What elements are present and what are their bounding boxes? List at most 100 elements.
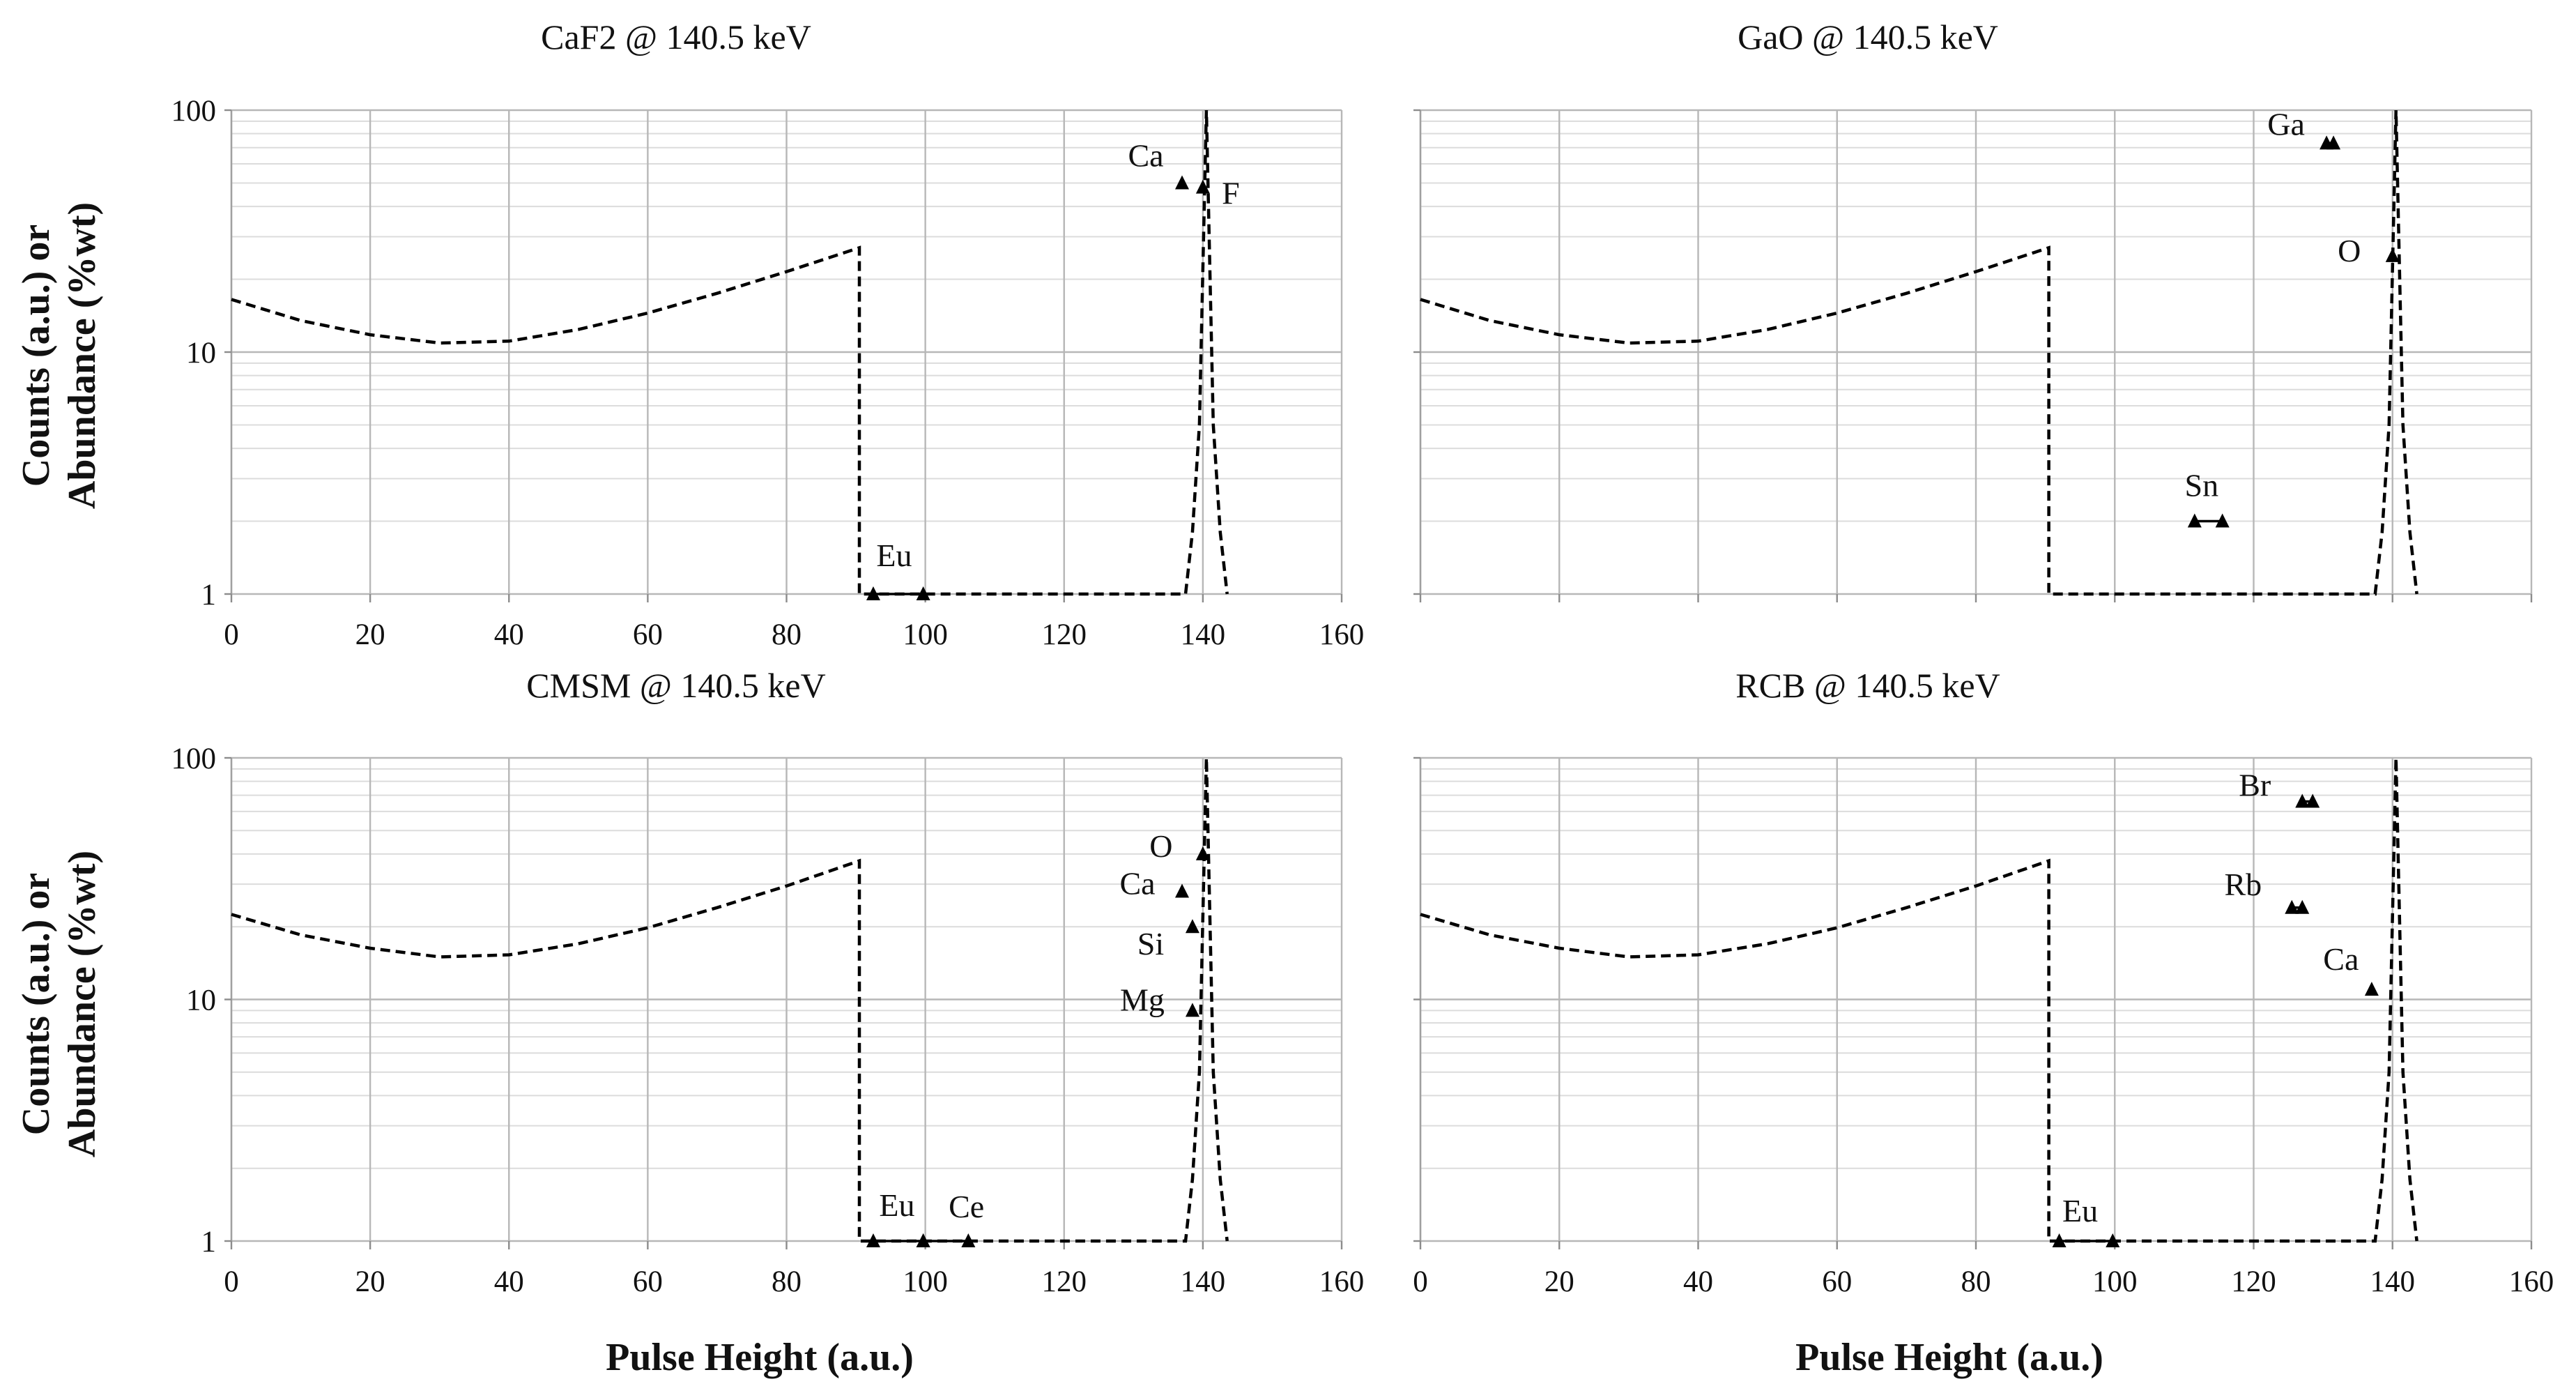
element-marker-o: O — [2338, 233, 2400, 268]
element-label: Eu — [2062, 1193, 2098, 1228]
x-tick-label: 60 — [633, 618, 663, 651]
element-triangle — [866, 1233, 880, 1247]
pulse-height-curve — [1420, 757, 2418, 1243]
x-tick-label: 140 — [1181, 618, 1226, 651]
element-label: Ca — [1128, 137, 1163, 173]
panel-title: RCB @ 140.5 keV — [1735, 666, 2000, 705]
element-marker-ce: Ce — [916, 1189, 984, 1247]
element-marker-o: O — [1149, 828, 1210, 864]
x-tick-label: 0 — [224, 1265, 239, 1298]
x-tick-label: 20 — [355, 618, 385, 651]
x-tick-label: 100 — [903, 1265, 948, 1298]
y-axis-title-bottom: Counts (a.u.) or Abundance (%wt) — [15, 851, 104, 1157]
element-marker-br: Br — [2239, 768, 2320, 808]
element-label: Ce — [949, 1189, 984, 1224]
plot-area: 0 20 40 60 80 100 120 140 160 1 10 100 OCa Si Mg Eu Ce — [171, 743, 1365, 1298]
element-marker-sn: Sn — [2185, 468, 2230, 528]
element-marker-mg: Mg — [1120, 982, 1199, 1017]
panel-rcb: RCB @ 140.5 keV 0 20 40 60 80 100 120 140 160 Br R… — [1413, 666, 2554, 1298]
element-triangle — [916, 1233, 930, 1247]
x-tick-label: 40 — [494, 618, 524, 651]
panel-gao: GaO @ 140.5 keV Ga O Sn — [1413, 17, 2533, 602]
x-tick-label: 120 — [2231, 1265, 2276, 1298]
x-tick-label: 0 — [1413, 1265, 1428, 1298]
element-triangle — [2295, 793, 2310, 808]
element-label: Ga — [2267, 106, 2305, 142]
element-marker-f: F — [1195, 176, 1240, 211]
plot-area: 0 20 40 60 80 100 120 140 160 1 10 100 Ca F Eu — [171, 95, 1365, 651]
element-triangle — [2385, 248, 2400, 262]
x-tick-label: 0 — [224, 618, 239, 651]
element-triangle — [961, 1233, 976, 1247]
element-triangle — [1185, 919, 1199, 934]
y-tick-label: 1 — [201, 579, 217, 611]
x-tick-label: 160 — [1319, 1265, 1365, 1298]
element-triangle — [1175, 883, 1190, 898]
element-marker-ca: Ca — [1128, 137, 1190, 190]
x-tick-label: 100 — [2092, 1265, 2138, 1298]
element-triangle — [2285, 899, 2299, 914]
x-tick-label: 140 — [2370, 1265, 2416, 1298]
element-triangle — [2187, 513, 2202, 528]
element-triangle — [1175, 175, 1190, 190]
x-tick-label: 120 — [1042, 1265, 1087, 1298]
element-label: Sn — [2185, 468, 2219, 503]
y-tick-label: 100 — [171, 743, 217, 775]
grid — [1413, 756, 2533, 1249]
element-label: Br — [2239, 768, 2271, 803]
element-label: Eu — [879, 1187, 914, 1223]
element-marker-ga: Ga — [2267, 106, 2341, 150]
x-tick-label: 60 — [1822, 1265, 1852, 1298]
y-axis-title-top: Counts (a.u.) or Abundance (%wt) — [15, 202, 104, 509]
element-marker-ca: Ca — [2323, 941, 2379, 996]
element-triangle — [2215, 513, 2230, 528]
element-triangle — [2326, 135, 2341, 150]
element-marker-ca: Ca — [1119, 866, 1190, 901]
x-tick-label: 40 — [1683, 1265, 1713, 1298]
y-tick-label: 100 — [171, 95, 217, 128]
y-tick-label: 10 — [186, 984, 216, 1017]
element-marker-eu: Eu — [866, 538, 930, 600]
element-label: Mg — [1120, 982, 1165, 1017]
panel-title: CMSM @ 140.5 keV — [526, 666, 825, 705]
pulse-height-curve — [1420, 109, 2418, 596]
element-label: Ca — [2323, 941, 2359, 977]
element-triangle — [1195, 179, 1210, 194]
x-tick-label: 100 — [903, 618, 948, 651]
grid — [224, 756, 1343, 1249]
element-triangle — [2364, 982, 2379, 996]
element-triangle — [2295, 899, 2310, 914]
plot-area: 0 20 40 60 80 100 120 140 160 Br Rb Ca Eu — [1413, 756, 2554, 1298]
element-label: O — [2338, 233, 2361, 268]
element-label: Si — [1137, 926, 1164, 961]
element-marker-rb: Rb — [2224, 867, 2310, 914]
pulse-height-curve — [231, 757, 1229, 1243]
y-axis-title-line2: Abundance (%wt) — [61, 202, 104, 509]
element-marker-eu: Eu — [2052, 1193, 2120, 1247]
y-tick-label: 1 — [201, 1226, 217, 1258]
x-tick-label: 20 — [1544, 1265, 1574, 1298]
element-label: Eu — [876, 538, 912, 573]
y-axis-title-line1: Counts (a.u.) or — [15, 873, 58, 1135]
element-label: O — [1149, 828, 1172, 864]
x-tick-label: 40 — [494, 1265, 524, 1298]
element-triangle — [866, 586, 880, 600]
y-tick-label: 10 — [186, 337, 216, 370]
y-axis-title-line1: Counts (a.u.) or — [15, 225, 58, 487]
x-tick-label: 80 — [772, 1265, 802, 1298]
element-triangle — [2306, 793, 2320, 808]
x-tick-label: 80 — [772, 618, 802, 651]
element-triangle — [2052, 1233, 2067, 1247]
element-triangle — [2106, 1233, 2120, 1247]
element-triangle — [916, 586, 930, 600]
element-label: Ca — [1119, 866, 1155, 901]
panel-cmsm: CMSM @ 140.5 keV 0 20 40 60 80 100 120 140 160 1 1… — [171, 666, 1365, 1298]
x-tick-label: 160 — [1319, 618, 1365, 651]
y-axis-title-line2: Abundance (%wt) — [61, 851, 104, 1157]
x-tick-label: 20 — [355, 1265, 385, 1298]
element-label: Rb — [2224, 867, 2262, 902]
panel-title: CaF2 @ 140.5 keV — [541, 17, 811, 56]
element-triangle — [1195, 846, 1210, 860]
plot-area: Ga O Sn — [1413, 106, 2533, 602]
